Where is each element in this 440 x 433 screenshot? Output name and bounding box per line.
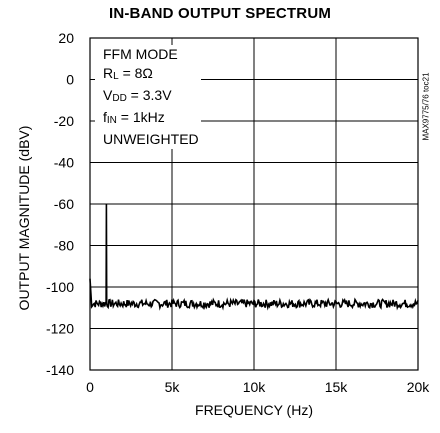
y-tick-label: 0: [66, 72, 74, 88]
chart-title: IN-BAND OUTPUT SPECTRUM: [108, 5, 332, 22]
conditions-legend: FFM MODE RL = 8Ω VDD = 3.3V fIN = 1kHz U…: [95, 45, 201, 149]
y-tick-label: -140: [46, 362, 74, 378]
x-tick-label: 0: [86, 379, 94, 395]
legend-mode: FFM MODE: [103, 46, 178, 62]
legend-load-subscript: L: [113, 71, 119, 82]
legend-supply: VDD = 3.3V: [103, 86, 199, 108]
legend-load: RL = 8Ω: [103, 64, 199, 86]
plot-frame: [89, 37, 419, 371]
y-tick-label: -20: [54, 113, 74, 129]
x-tick-label: 10k: [243, 379, 267, 395]
x-axis-label: FREQUENCY (Hz): [195, 402, 313, 418]
x-tick-label: 20k: [407, 379, 431, 395]
y-tick-label: 20: [58, 30, 74, 46]
tick-labels: 0 5k 10k 15k 20k 20 0 -20 -40 -60 -80 -100 -120 -140: [46, 30, 430, 395]
legend-load-symbol: R: [103, 65, 114, 81]
legend-input-value: = 1kHz: [116, 109, 165, 125]
y-tick-label: -100: [46, 279, 74, 295]
legend-supply-subscript: DD: [112, 93, 127, 104]
x-tick-label: 15k: [325, 379, 349, 395]
legend-input-subscript: IN: [106, 115, 117, 126]
legend-input-symbol: f: [103, 109, 107, 125]
y-tick-label: -120: [46, 321, 74, 337]
spectrum-trace: [89, 203, 419, 311]
y-tick-label: -60: [54, 196, 74, 212]
y-tick-label: -80: [54, 238, 74, 254]
legend-load-value: = 8Ω: [118, 65, 153, 81]
legend-input-freq: fIN = 1kHz: [103, 108, 199, 130]
y-tick-label: -40: [54, 155, 74, 171]
legend-supply-symbol: V: [103, 87, 113, 103]
x-tick-label: 5k: [165, 379, 181, 395]
legend-supply-value: = 3.3V: [126, 87, 172, 103]
legend-weighting: UNWEIGHTED: [103, 131, 199, 147]
